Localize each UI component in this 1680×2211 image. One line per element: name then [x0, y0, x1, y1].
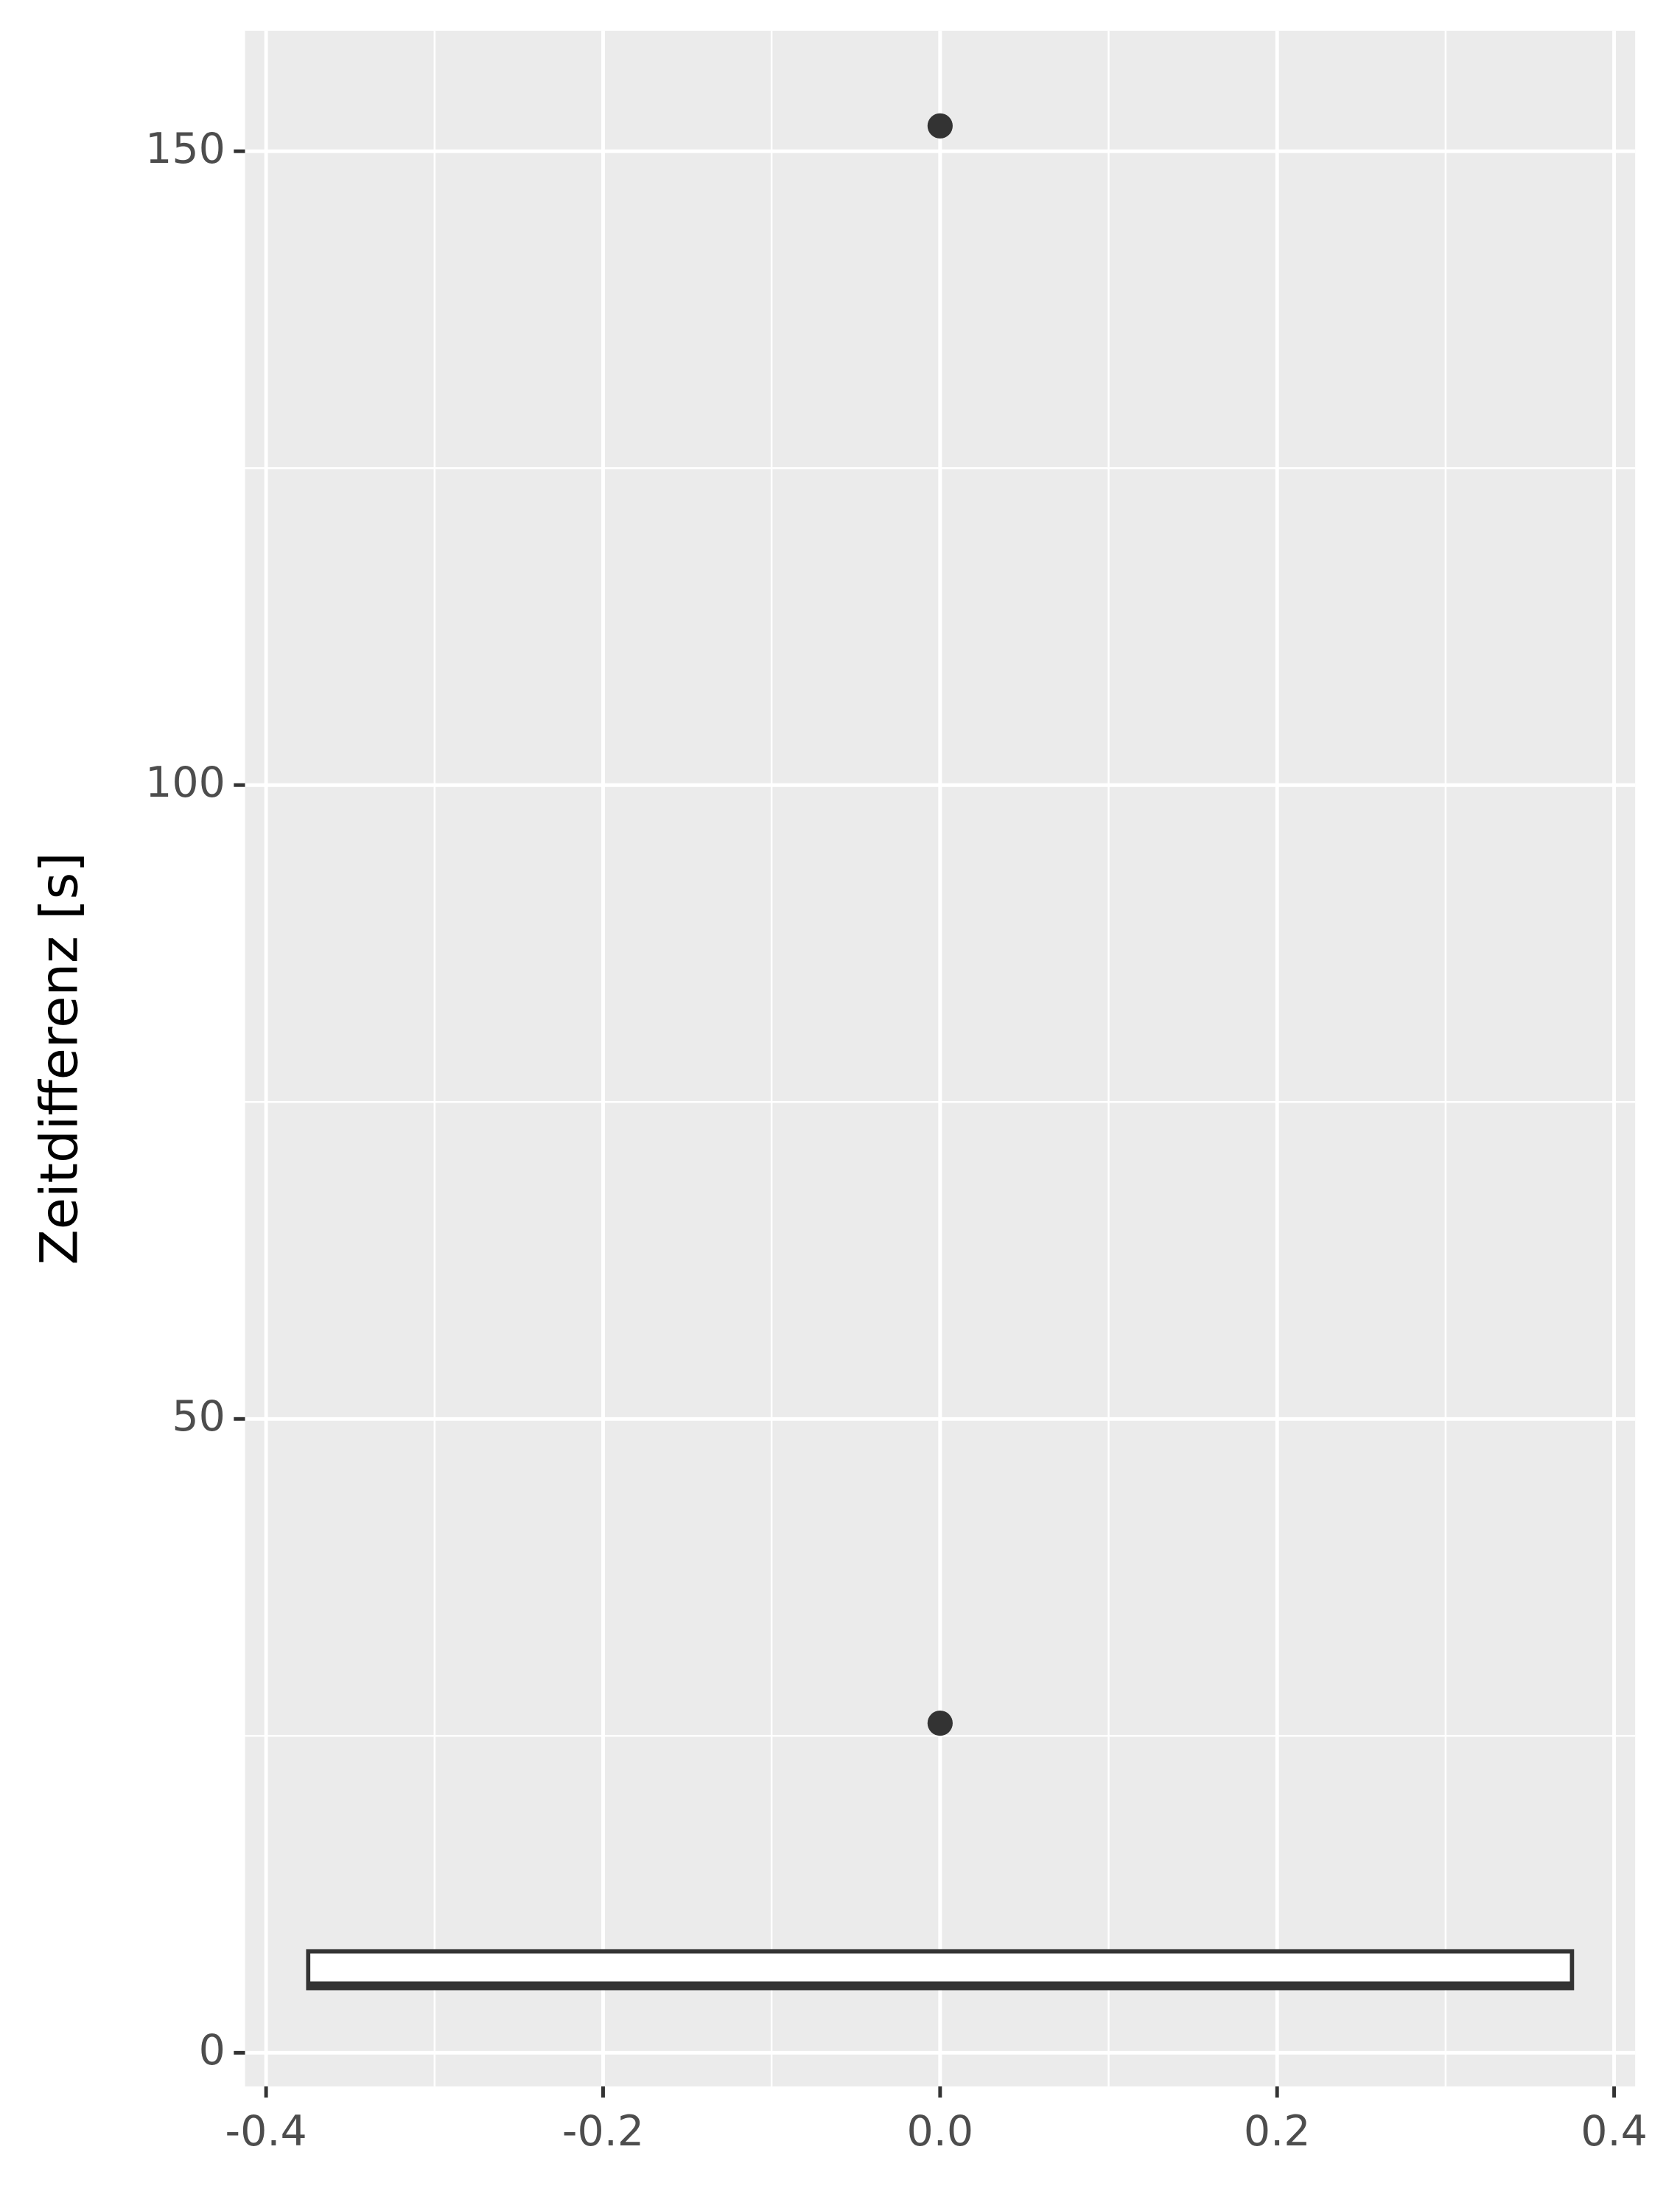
y-tick-label: 150	[145, 125, 225, 173]
x-tick-label: 0.4	[1581, 2107, 1648, 2156]
y-axis-title: Zeitdifferenz [s]	[29, 852, 90, 1265]
x-tick-label: 0.0	[907, 2107, 974, 2156]
y-tick-label: 0	[199, 2026, 225, 2075]
y-tick-label: 100	[145, 758, 225, 807]
y-tick-label: 50	[172, 1392, 225, 1441]
x-tick-label: -0.4	[225, 2107, 307, 2156]
outlier	[927, 113, 953, 139]
outlier	[927, 1711, 953, 1736]
x-tick-label: 0.2	[1244, 2107, 1311, 2156]
x-tick-label: -0.2	[562, 2107, 644, 2156]
